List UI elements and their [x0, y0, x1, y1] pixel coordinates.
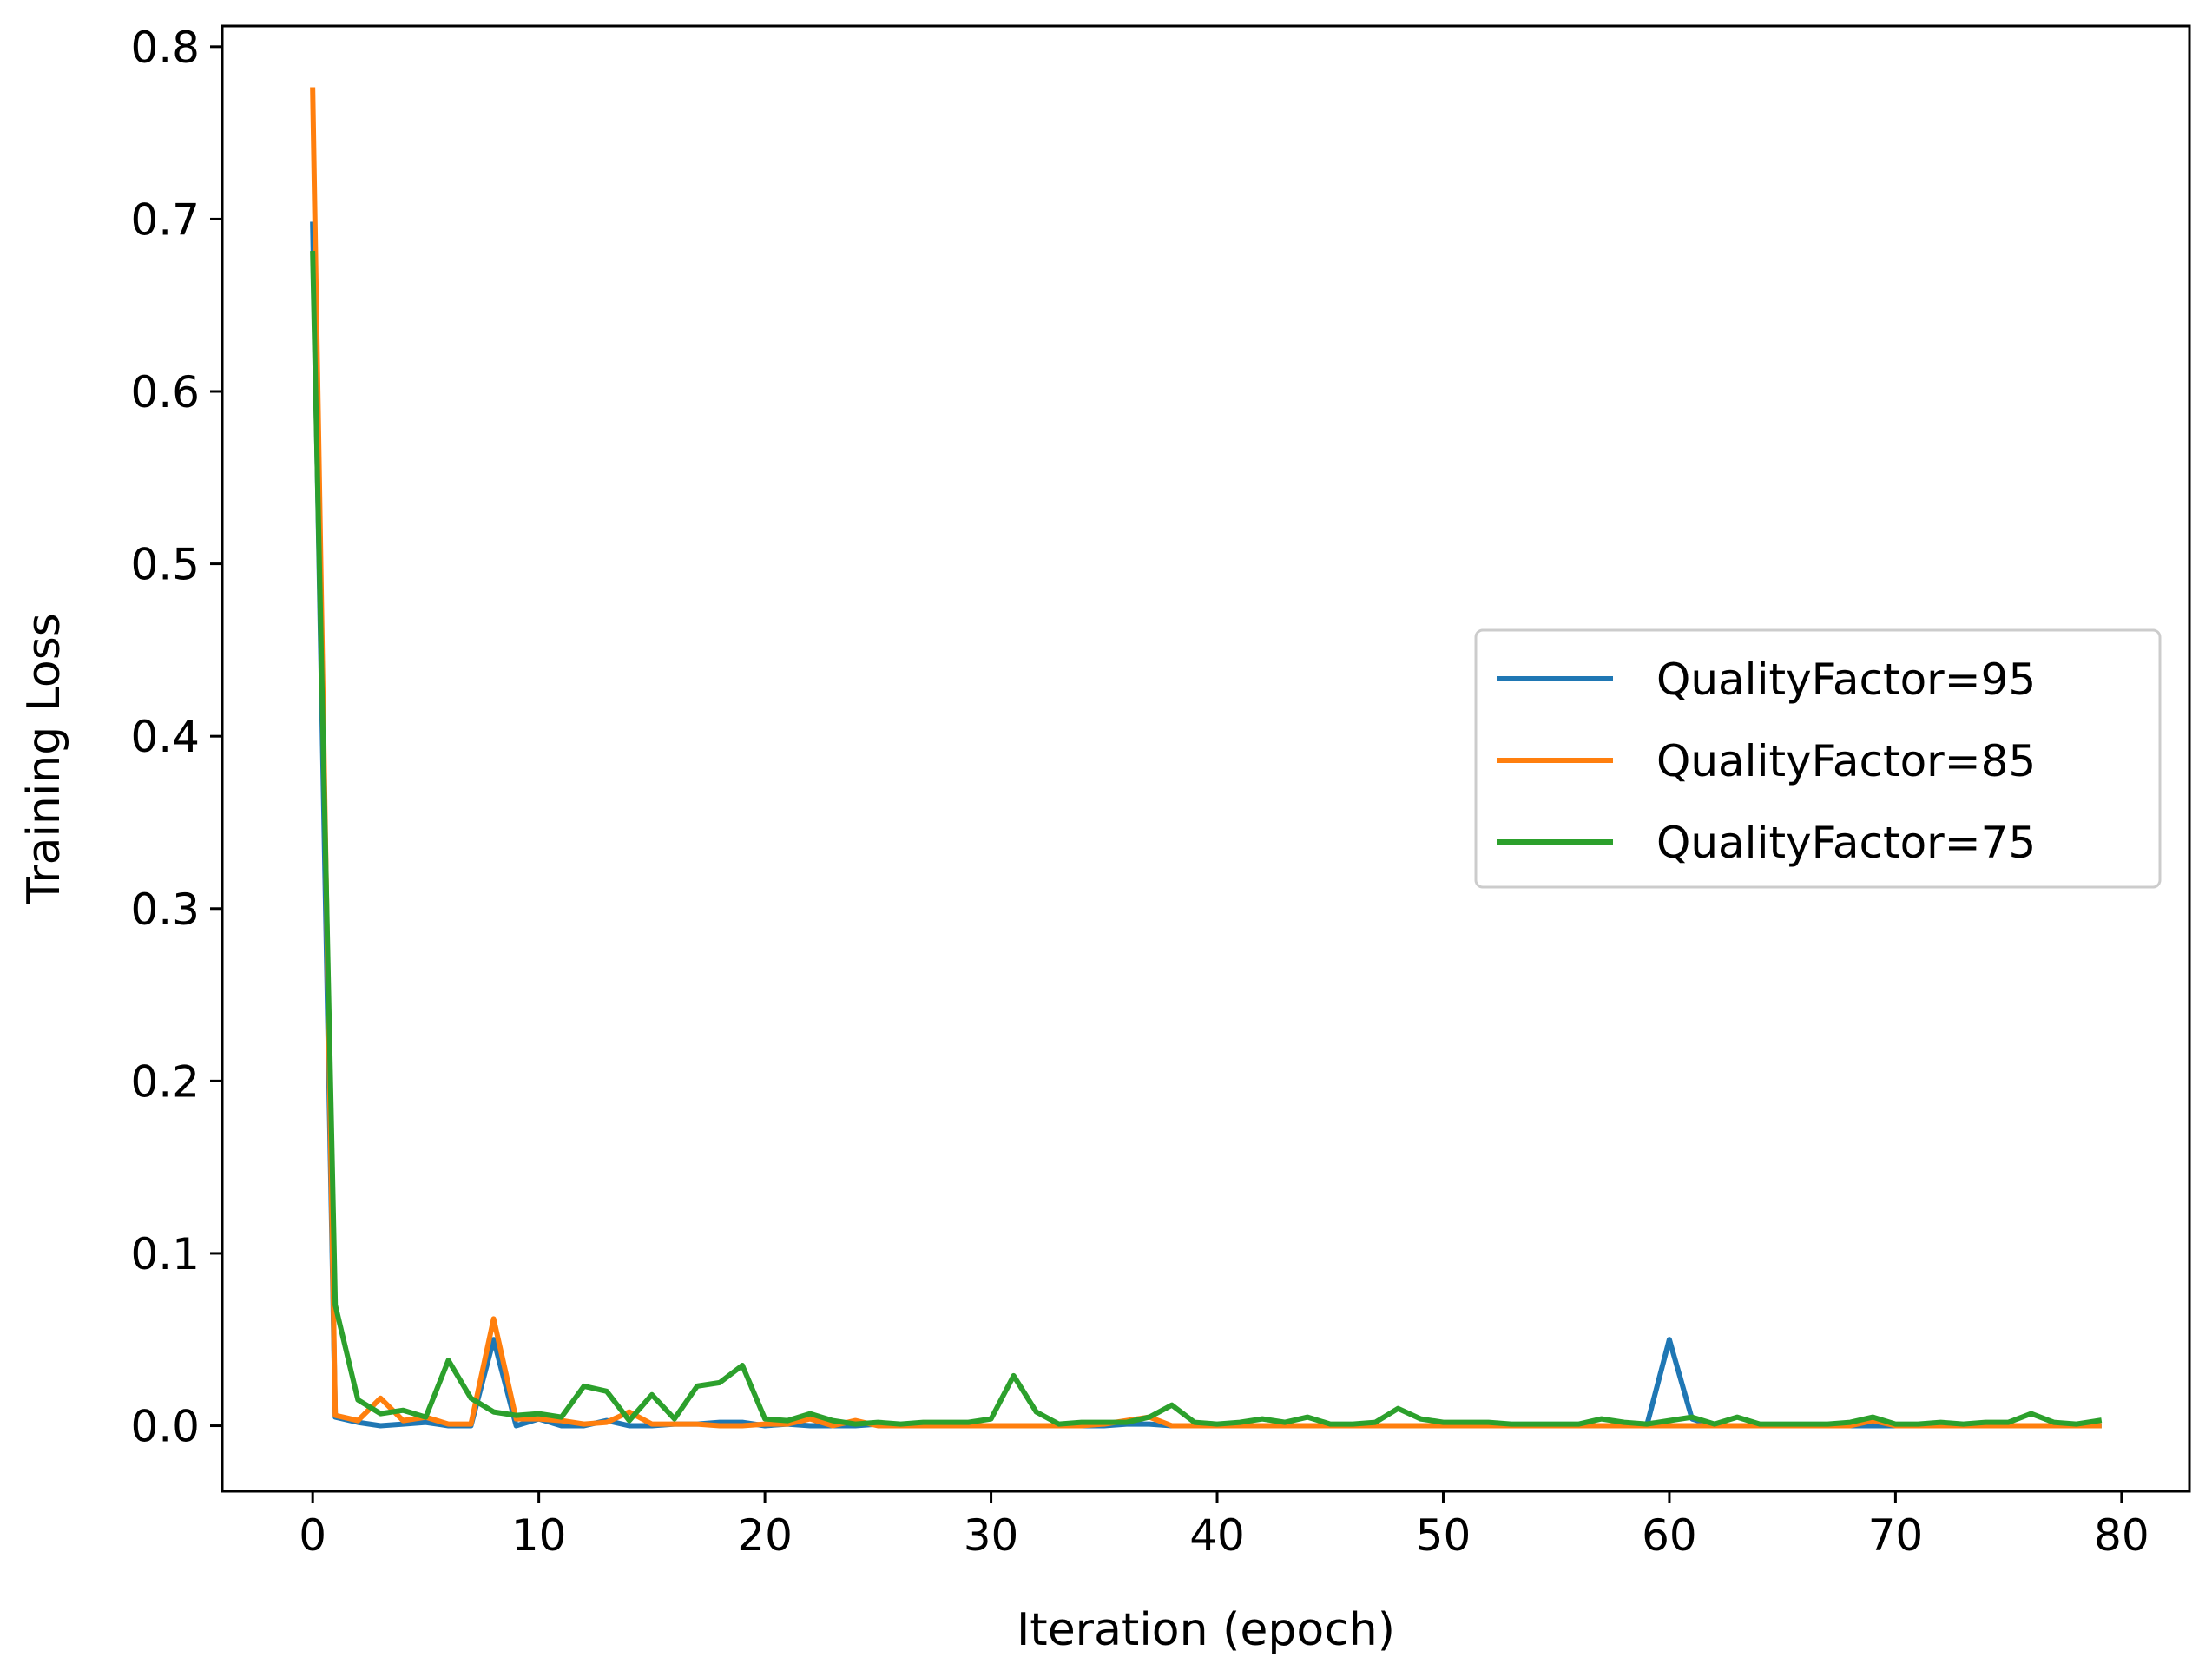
x-tick-label: 0 — [299, 1510, 326, 1561]
x-axis-label: Iteration (epoch) — [1017, 1604, 1395, 1656]
y-tick-label: 0.4 — [130, 712, 200, 762]
y-axis: 0.0 0.1 0.2 0.3 0.4 0.5 0.6 0.7 0.8 — [130, 23, 222, 1452]
legend-label-1: QualityFactor=95 — [1656, 654, 2036, 705]
legend-label-2: QualityFactor=85 — [1656, 736, 2036, 786]
legend-label-3: QualityFactor=75 — [1656, 818, 2036, 868]
x-tick-label: 10 — [511, 1510, 567, 1561]
legend: QualityFactor=95 QualityFactor=85 QualityF… — [1474, 628, 2162, 889]
y-tick-label: 0.3 — [130, 885, 200, 935]
x-tick-label: 40 — [1189, 1510, 1245, 1561]
legend-box — [1474, 628, 2162, 889]
series-line-3 — [310, 251, 2103, 1427]
series-lines — [310, 87, 2103, 1429]
x-tick-label: 70 — [1868, 1510, 1924, 1561]
x-axis: 0 10 20 30 40 50 60 70 80 — [299, 1491, 2149, 1561]
plot-frame — [221, 24, 2191, 1493]
x-tick-label: 50 — [1416, 1510, 1471, 1561]
y-tick-label: 0.6 — [130, 367, 200, 418]
y-tick-label: 0.8 — [130, 23, 200, 73]
x-tick-label: 30 — [964, 1510, 1019, 1561]
y-tick-label: 0.1 — [130, 1229, 200, 1279]
y-axis-label: Training Loss — [18, 613, 70, 905]
y-tick-label: 0.5 — [130, 540, 200, 590]
x-tick-label: 60 — [1642, 1510, 1697, 1561]
y-tick-label: 0.0 — [130, 1402, 200, 1452]
x-tick-label: 20 — [737, 1510, 793, 1561]
y-tick-label: 0.2 — [130, 1056, 200, 1107]
y-tick-label: 0.7 — [130, 194, 200, 245]
x-tick-label: 80 — [2094, 1510, 2149, 1561]
legend-items: QualityFactor=95 QualityFactor=85 QualityF… — [1497, 654, 2036, 868]
